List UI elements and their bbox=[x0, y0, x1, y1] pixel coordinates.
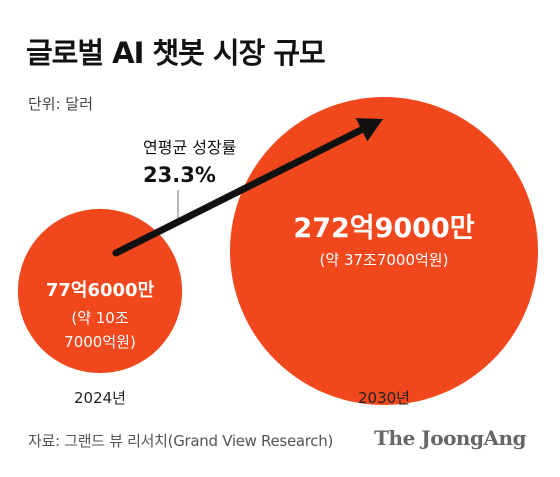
growth-value: 23.3% bbox=[143, 163, 216, 187]
bubble-0-sub-0: (약 10조 bbox=[71, 309, 129, 327]
page-title: 글로벌 AI 챗봇 시장 규모 bbox=[26, 36, 326, 70]
category-label-0: 2024년 bbox=[74, 389, 126, 407]
growth-arrow-shaft bbox=[112, 126, 366, 257]
growth-label: 연평균 성장률 bbox=[143, 138, 236, 157]
source-label: 자료: 그랜드 뷰 리서치(Grand View Research) bbox=[28, 432, 334, 450]
bubble-1-value: 272억9000만 bbox=[293, 213, 474, 244]
category-label-1: 2030년 bbox=[358, 389, 410, 407]
bubble-1 bbox=[230, 97, 538, 405]
bubble-0-value: 77억6000만 bbox=[46, 280, 155, 301]
growth-arrow-head bbox=[355, 118, 383, 142]
bubble-1-sub-0: (약 37조7000억원) bbox=[320, 251, 449, 269]
bubble-0 bbox=[17, 208, 183, 374]
unit-label: 단위: 달러 bbox=[28, 95, 94, 113]
bubble-0-sub-1: 7000억원) bbox=[64, 333, 136, 351]
brand-logo: The JoongAng bbox=[374, 426, 526, 450]
